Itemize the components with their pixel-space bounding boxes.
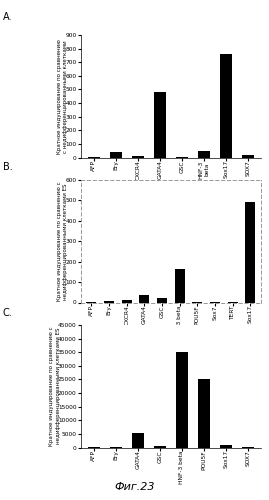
Text: B.: B.	[3, 162, 12, 172]
Bar	[139, 296, 149, 302]
Bar	[154, 92, 166, 158]
Bar	[242, 156, 254, 158]
Bar	[246, 202, 255, 302]
Bar	[198, 151, 210, 158]
Text: Фиг.23: Фиг.23	[114, 482, 155, 492]
Bar	[220, 445, 232, 448]
Bar	[110, 152, 122, 158]
Text: A.: A.	[3, 12, 12, 22]
Text: C.: C.	[3, 308, 12, 318]
Bar	[157, 298, 167, 302]
Y-axis label: Кратное индуцирование по сравнению
с недифференцированными клетками: Кратное индуцирование по сравнению с нед…	[57, 39, 68, 154]
Bar	[154, 446, 166, 448]
Bar	[198, 380, 210, 448]
Y-axis label: Кратное индуцирование по сравнению с
недифференцированными клетками ЕS: Кратное индуцирование по сравнению с нед…	[49, 326, 61, 446]
Bar	[176, 352, 188, 448]
Bar	[132, 156, 144, 158]
Bar	[132, 432, 144, 448]
Y-axis label: Кратное индуцирование по сравнению с
недифференцированными клетками ЕS: Кратное индуцирование по сравнению с нед…	[57, 182, 68, 301]
Bar	[122, 300, 132, 302]
Bar	[104, 301, 114, 302]
Bar	[175, 269, 185, 302]
Bar	[220, 54, 232, 158]
